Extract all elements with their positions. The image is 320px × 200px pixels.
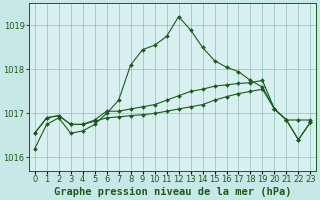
X-axis label: Graphe pression niveau de la mer (hPa): Graphe pression niveau de la mer (hPa) (54, 186, 291, 197)
